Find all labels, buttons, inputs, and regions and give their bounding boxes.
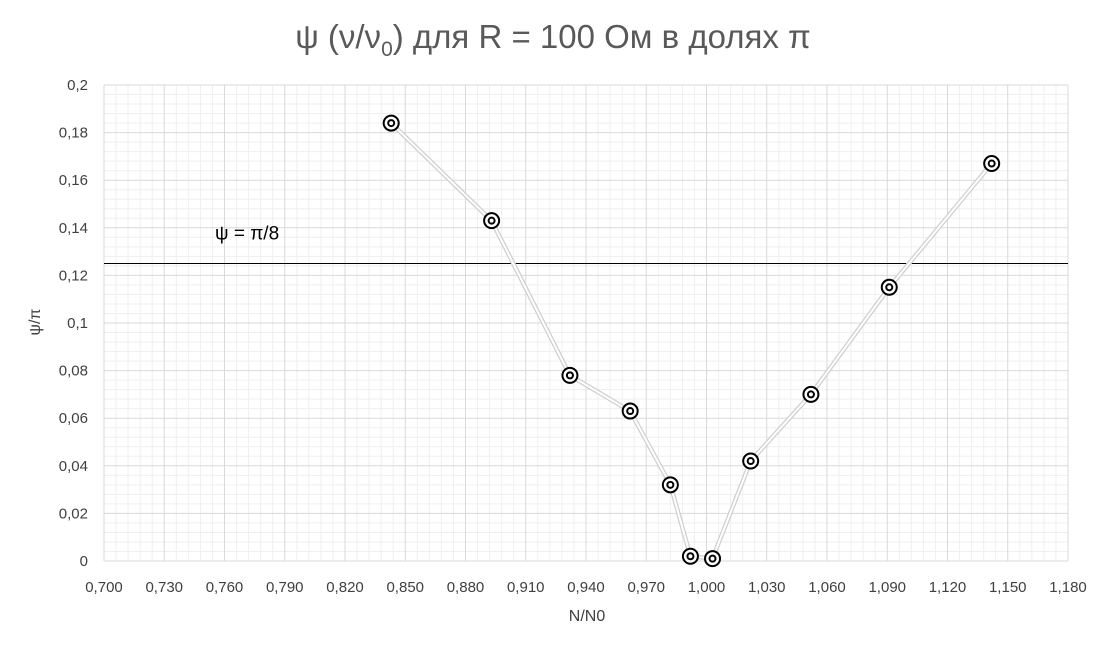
y-tick-labels: 0 0,02 0,04 0,06 0,08 0,1 0,12 0,14 0,16 0,18 0,2 <box>59 77 88 570</box>
data-point <box>384 116 399 131</box>
reference-line-label: ψ = π/8 <box>215 224 279 245</box>
data-point-center <box>989 161 995 167</box>
x-tick-label: 1,180 <box>1049 579 1087 596</box>
x-tick-label: 1,120 <box>929 579 967 596</box>
data-point-center <box>627 408 633 414</box>
y-tick-label: 0,1 <box>67 315 88 332</box>
x-tick-label: 0,970 <box>627 579 665 596</box>
y-tick-label: 0,08 <box>59 363 88 380</box>
y-tick-label: 0,16 <box>59 172 88 189</box>
y-tick-label: 0,2 <box>67 77 88 94</box>
data-point-center <box>748 458 754 464</box>
x-tick-label: 0,730 <box>145 579 183 596</box>
y-tick-label: 0,18 <box>59 125 88 142</box>
y-tick-label: 0 <box>80 553 88 570</box>
x-tick-labels: 0,700 0,730 0,760 0,790 0,820 0,850 0,880 0,910… <box>85 579 1087 596</box>
x-tick-label: 0,820 <box>326 579 364 596</box>
data-point-center <box>710 556 716 562</box>
data-point-center <box>567 372 573 378</box>
chart-title: ψ (ν/ν0) для R = 100 Ом в долях π <box>295 18 811 61</box>
data-point <box>743 454 758 469</box>
y-tick-label: 0,14 <box>59 220 88 237</box>
data-point-center <box>886 284 892 290</box>
y-axis-title: ψ/π <box>27 309 44 336</box>
data-point <box>663 477 678 492</box>
y-tick-label: 0,02 <box>59 505 88 522</box>
data-point <box>484 213 499 228</box>
data-point <box>623 404 638 419</box>
series-points <box>384 116 999 567</box>
x-tick-label: 0,910 <box>507 579 545 596</box>
data-point-center <box>667 482 673 488</box>
data-point-center <box>489 218 495 224</box>
x-tick-label: 1,000 <box>688 579 726 596</box>
series-line <box>391 123 992 558</box>
data-point-center <box>388 120 394 126</box>
x-tick-label: 0,700 <box>85 579 123 596</box>
x-tick-label: 1,060 <box>808 579 846 596</box>
x-tick-label: 1,090 <box>868 579 906 596</box>
x-tick-label: 0,850 <box>386 579 424 596</box>
data-point <box>882 280 897 295</box>
data-point <box>803 387 818 402</box>
series-line-outer <box>391 123 992 558</box>
y-tick-label: 0,12 <box>59 267 88 284</box>
x-axis-title: N/N0 <box>569 608 606 625</box>
x-tick-label: 0,940 <box>567 579 605 596</box>
data-point-center <box>808 391 814 397</box>
x-tick-label: 0,880 <box>447 579 485 596</box>
x-tick-label: 0,760 <box>206 579 244 596</box>
chart-title-subscript: 0 <box>381 38 393 61</box>
chart-title-tail: ) для R = 100 Ом в долях π <box>393 18 811 55</box>
data-point <box>683 549 698 564</box>
x-tick-label: 1,150 <box>989 579 1027 596</box>
chart-title-main: ψ (ν/ν <box>295 18 381 55</box>
series-line-inner <box>391 123 992 558</box>
data-point <box>705 551 720 566</box>
data-point <box>984 156 999 171</box>
y-tick-label: 0,06 <box>59 410 88 427</box>
y-tick-label: 0,04 <box>59 458 88 475</box>
data-point <box>562 368 577 383</box>
data-point-center <box>687 553 693 559</box>
x-tick-label: 1,030 <box>748 579 786 596</box>
x-tick-label: 0,790 <box>266 579 304 596</box>
